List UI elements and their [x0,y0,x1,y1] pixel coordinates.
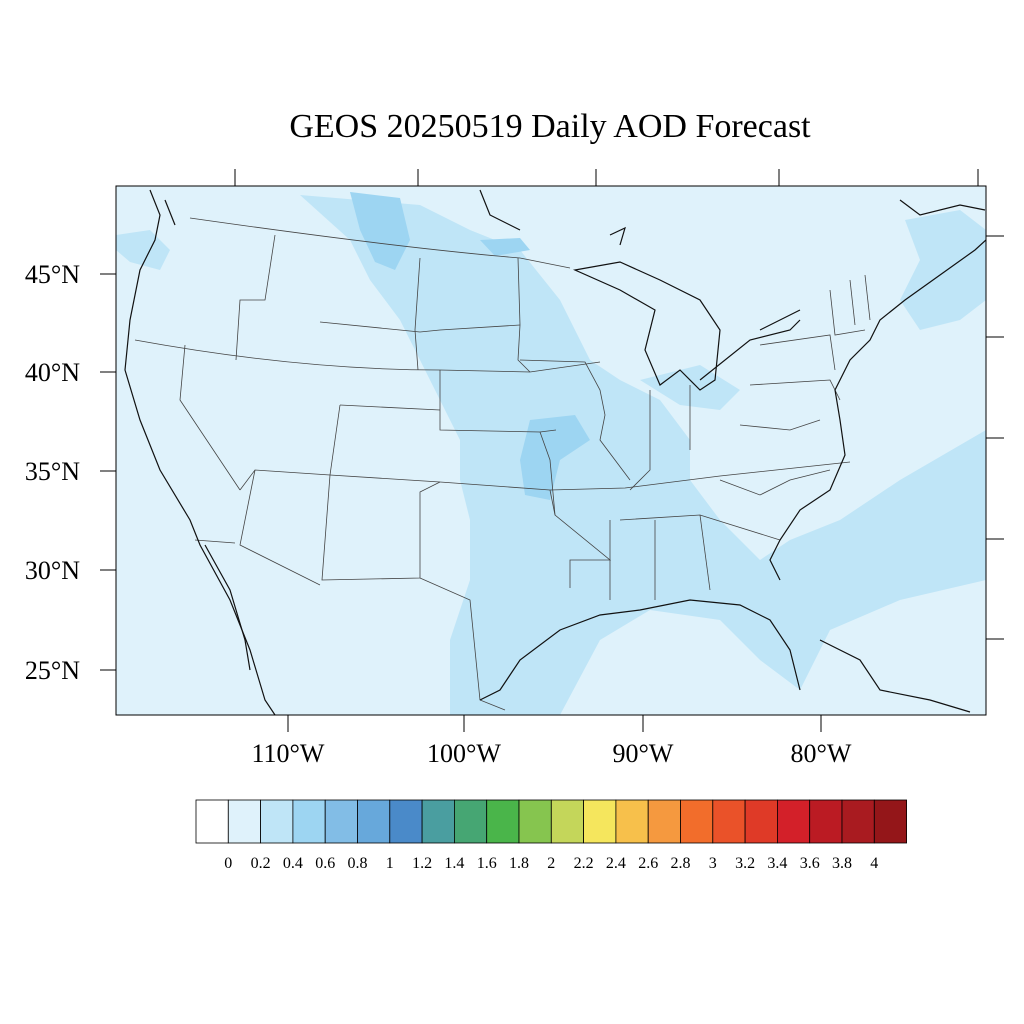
bottom-ticks [287,715,822,732]
colorbar-label: 2.8 [671,855,691,872]
colorbar-swatch [615,799,649,844]
aod-region-plains [300,195,986,715]
colorbar-swatch [453,799,488,844]
map-frame [115,185,987,716]
aod-shading-core [350,192,590,500]
top-ticks [234,169,979,186]
colorbar-swatch [292,799,326,844]
colorbar-swatch [324,799,358,844]
colorbar-swatch [518,799,552,844]
colorbar-label: 1.6 [477,855,497,872]
aod-region-northeast [900,210,986,330]
colorbar-swatch [195,799,229,844]
colorbar-label: 2.6 [638,855,658,872]
lon-label: 110°W [252,739,325,768]
coastlines [124,189,986,715]
longitude-labels: 110°W 100°W 90°W 80°W [252,739,852,768]
right-ticks [986,235,1004,640]
colorbar-label: 1.2 [412,855,432,872]
colorbar-swatch [744,799,778,844]
colorbar-label: 0.6 [315,855,335,872]
lon-label: 90°W [613,739,674,768]
colorbar-label: 2.4 [606,855,626,872]
lon-label: 80°W [791,739,852,768]
colorbar-label: 3 [709,855,717,872]
lat-label: 30°N [25,556,80,585]
colorbar-label: 4 [870,855,878,872]
colorbar-swatch [357,799,391,844]
aod-region-canada-border [480,238,530,256]
colorbar-swatch [421,799,455,844]
colorbar-swatch [841,799,875,844]
colorbar-swatch [712,799,746,844]
lat-label: 40°N [25,358,80,387]
colorbar-label: 3.2 [735,855,755,872]
colorbar-swatch [583,799,617,844]
colorbar-swatch [389,799,423,844]
aod-region-rockies [350,192,410,270]
aod-shading [116,195,986,715]
map-title: GEOS 20250519 Daily AOD Forecast [289,108,811,145]
aod-region-midwest [520,415,590,500]
colorbar-label: 2.2 [574,855,594,872]
colorbar-swatch [550,799,584,844]
colorbar-label: 1 [386,855,394,872]
lon-label: 100°W [427,739,501,768]
colorbar-swatch [260,799,294,844]
colorbar-swatch [777,799,811,844]
colorbar-swatch [873,799,907,844]
colorbar-label: 0.4 [283,855,303,872]
colorbar-swatch [227,799,262,844]
colorbar-label: 1.8 [509,855,529,872]
colorbar-label: 2 [547,855,555,872]
colorbar-swatch [680,799,714,844]
aod-region-northwest [116,230,170,270]
colorbar: 0 0.2 0.4 0.6 0.8 1 1.2 1.4 1.6 1.8 2 2.2 2.4 2.6 2.8 3… [195,799,907,872]
colorbar-swatch [809,799,843,844]
colorbar-label: 0.2 [251,855,271,872]
colorbar-label: 3.6 [800,855,820,872]
colorbar-label: 3.4 [767,855,787,872]
lat-label: 35°N [25,457,80,486]
political-boundaries [134,217,871,711]
colorbar-label: 3.8 [832,855,852,872]
colorbar-swatch [647,799,681,844]
latitude-labels: 45°N 40°N 35°N 30°N 25°N [25,260,80,685]
colorbar-label: 0.8 [348,855,368,872]
lat-label: 45°N [25,260,80,289]
lat-label: 25°N [25,656,80,685]
colorbar-label: 1.4 [444,855,464,872]
colorbar-swatch [486,799,520,844]
colorbar-label: 0 [224,855,232,872]
left-ticks [100,273,116,671]
